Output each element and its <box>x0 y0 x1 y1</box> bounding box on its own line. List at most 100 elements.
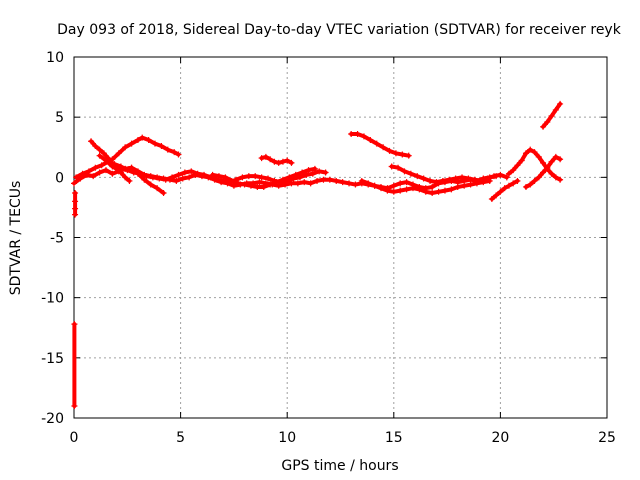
data-point-marker <box>201 171 208 178</box>
y-axis-label: SDTVAR / TECUs <box>8 181 24 296</box>
data-point-marker <box>286 174 293 181</box>
data-series <box>348 131 412 159</box>
data-point-marker <box>299 169 306 176</box>
data-point-marker <box>109 170 116 177</box>
data-point-marker <box>518 157 525 164</box>
data-point-marker <box>552 106 559 113</box>
data-point-marker <box>169 174 176 181</box>
y-tick-label: -20 <box>41 411 64 427</box>
data-point-marker <box>535 174 542 181</box>
data-series <box>358 177 493 196</box>
y-tick-label: -10 <box>41 291 64 307</box>
y-tick-label: 10 <box>46 50 64 66</box>
data-point-marker <box>141 176 148 183</box>
data-trace-band <box>74 159 328 185</box>
data-point-marker <box>100 150 107 157</box>
data-point-marker <box>527 181 534 188</box>
data-point-marker <box>314 177 321 184</box>
y-tick-label: -15 <box>41 351 64 367</box>
data-point-marker <box>322 169 329 176</box>
data-point-marker <box>320 176 327 183</box>
data-point-marker <box>273 179 280 186</box>
data-point-marker <box>497 188 504 195</box>
data-point-marker <box>109 156 116 163</box>
data-point-marker <box>275 182 282 189</box>
data-point-marker <box>284 157 291 164</box>
x-axis-label: GPS time / hours <box>281 458 398 474</box>
data-point-marker <box>175 171 182 178</box>
data-point-marker <box>134 137 141 144</box>
data-point-marker <box>72 211 79 218</box>
data-point-marker <box>386 147 393 154</box>
data-point-marker <box>122 144 129 151</box>
data-point-marker <box>71 321 78 328</box>
data-series <box>71 321 78 409</box>
data-point-marker <box>209 171 216 178</box>
x-tick-label: 15 <box>385 430 403 446</box>
data-point-marker <box>126 177 133 184</box>
data-point-marker <box>245 173 252 180</box>
data-point-marker <box>96 169 103 176</box>
data-point-marker <box>348 131 355 138</box>
data-point-marker <box>540 169 547 176</box>
data-point-marker <box>186 174 193 181</box>
data-point-marker <box>156 175 163 182</box>
data-point-marker <box>98 162 105 169</box>
data-point-marker <box>491 173 498 180</box>
data-point-marker <box>540 123 547 130</box>
data-point-marker <box>497 171 504 178</box>
data-point-marker <box>454 183 461 190</box>
data-point-marker <box>294 180 301 187</box>
data-point-marker <box>395 164 402 171</box>
data-point-marker <box>254 183 261 190</box>
data-point-marker <box>194 170 201 177</box>
data-point-marker <box>72 198 79 205</box>
data-point-marker <box>71 402 78 409</box>
data-point-marker <box>416 186 423 193</box>
data-point-marker <box>548 112 555 119</box>
data-point-marker <box>115 167 122 174</box>
data-point-marker <box>390 182 397 189</box>
data-point-marker <box>407 170 414 177</box>
data-point-marker <box>228 177 235 184</box>
data-point-marker <box>427 177 434 184</box>
data-point-marker <box>102 167 109 174</box>
data-point-marker <box>241 181 248 188</box>
data-point-marker <box>179 175 186 182</box>
data-point-marker <box>128 164 135 171</box>
data-point-marker <box>128 140 135 147</box>
data-point-marker <box>505 170 512 177</box>
data-point-marker <box>71 180 77 187</box>
x-tick-label: 20 <box>491 430 509 446</box>
data-point-marker <box>301 179 308 186</box>
data-point-marker <box>215 173 222 180</box>
data-point-marker <box>90 173 97 180</box>
data-point-marker <box>346 180 353 187</box>
data-point-marker <box>441 187 448 194</box>
data-point-marker <box>73 174 80 181</box>
data-point-marker <box>390 188 397 195</box>
data-point-marker <box>522 183 529 190</box>
data-point-marker <box>311 165 318 172</box>
data-point-marker <box>352 181 359 188</box>
data-point-marker <box>488 195 495 202</box>
data-point-marker <box>531 149 538 156</box>
data-point-marker <box>358 177 365 184</box>
data-point-marker <box>480 179 487 186</box>
data-point-marker <box>397 180 404 187</box>
data-point-marker <box>72 189 79 196</box>
data-point-marker <box>292 171 299 178</box>
data-point-marker <box>459 174 466 181</box>
x-tick-label: 5 <box>176 430 185 446</box>
data-point-marker <box>493 192 500 199</box>
data-point-marker <box>435 188 442 195</box>
data-point-marker <box>429 189 436 196</box>
data-point-marker <box>158 143 165 150</box>
data-point-marker <box>535 153 542 160</box>
data-point-marker <box>486 177 493 184</box>
data-point-marker <box>109 163 116 170</box>
data-point-marker <box>531 177 538 184</box>
data-point-marker <box>235 180 242 187</box>
data-point-marker <box>409 185 416 192</box>
x-tick-label: 25 <box>598 430 616 446</box>
